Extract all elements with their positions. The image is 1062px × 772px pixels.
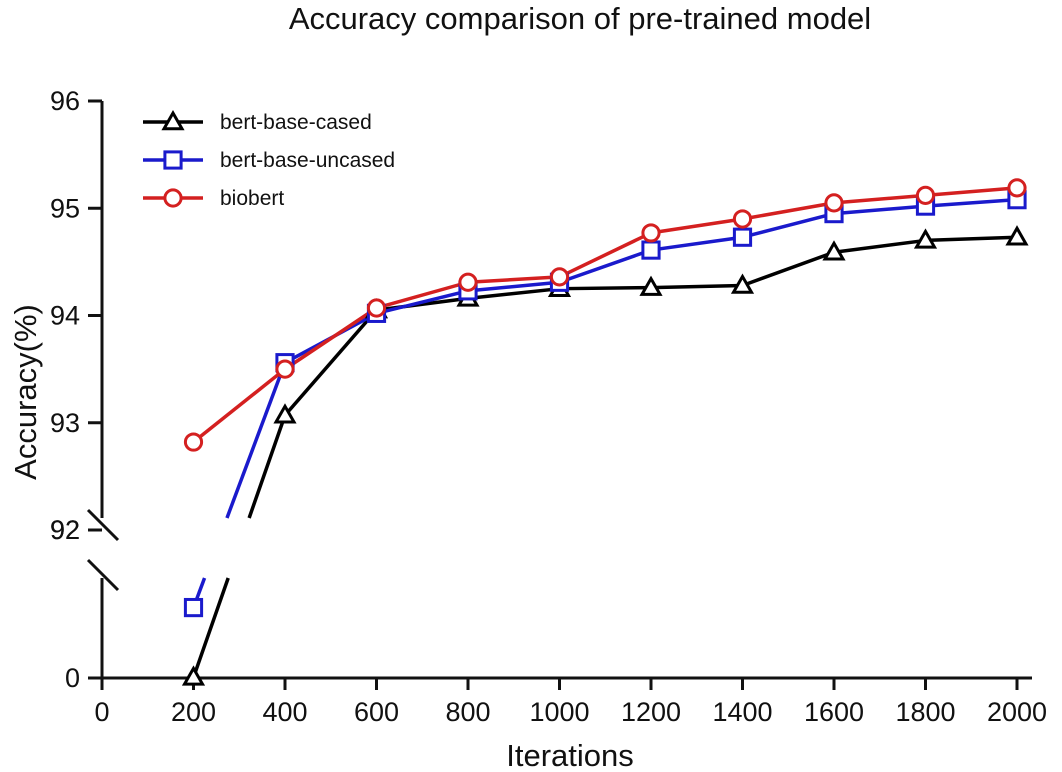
data-point-biobert xyxy=(641,223,661,243)
axis-break-mark xyxy=(86,558,120,592)
data-point-bert-base-uncased xyxy=(641,240,661,260)
series-line-biobert xyxy=(558,231,652,279)
data-point-biobert xyxy=(183,432,204,452)
x-tick-label: 1000 xyxy=(529,697,589,727)
x-tick-label: 400 xyxy=(262,697,307,727)
x-tick-label: 600 xyxy=(354,697,399,727)
data-point-bert-base-cased xyxy=(822,240,846,261)
series-lines xyxy=(191,186,1018,678)
series-line-bert-base-uncased xyxy=(833,204,926,216)
series-line-bert-base-uncased xyxy=(742,211,835,239)
legend-marker-bert-base-cased xyxy=(161,109,185,131)
series-line-biobert xyxy=(376,280,469,310)
y-axis-title: Accuracy(%) xyxy=(8,304,43,480)
data-point-bert-base-cased xyxy=(639,275,663,296)
data-point-bert-base-uncased xyxy=(183,597,204,618)
series-line-bert-base-cased xyxy=(650,283,743,290)
y-tick-label: 94 xyxy=(50,301,80,331)
data-point-biobert xyxy=(366,298,387,318)
x-tick-label: 1200 xyxy=(621,697,681,727)
data-point-biobert xyxy=(824,193,844,213)
series-line-bert-base-uncased xyxy=(376,289,469,316)
legend-label-biobert: biobert xyxy=(220,187,284,210)
legend-marker-biobert xyxy=(163,188,183,208)
x-tick-label: 800 xyxy=(445,697,490,727)
x-tick-label: 2000 xyxy=(987,697,1047,727)
series-line-bert-base-cased xyxy=(191,577,230,678)
series-line-bert-base-uncased xyxy=(925,197,1018,208)
series-line-biobert xyxy=(650,217,743,235)
x-tick-label: 0 xyxy=(94,697,109,727)
series-line-bert-base-cased xyxy=(247,414,287,519)
x-tick-label: 200 xyxy=(171,697,216,727)
series-line-bert-base-cased xyxy=(741,250,835,288)
y-tick-label: 92 xyxy=(50,515,80,545)
legend-marker-bert-base-uncased xyxy=(163,150,183,170)
y-tick-label: 93 xyxy=(50,408,80,438)
series-line-bert-base-uncased xyxy=(650,235,743,252)
series-line-bert-base-cased xyxy=(833,238,926,254)
axis-break-mark xyxy=(86,508,120,542)
series-line-biobert xyxy=(742,201,835,221)
series-line-bert-base-cased xyxy=(467,286,560,301)
data-point-bert-base-cased xyxy=(181,665,206,686)
series-line-biobert xyxy=(284,306,378,371)
y-tick-label: 95 xyxy=(50,193,80,223)
data-point-bert-base-cased xyxy=(273,403,297,424)
series-line-bert-base-cased xyxy=(559,285,652,291)
series-line-biobert xyxy=(192,367,287,444)
x-tick-label: 1400 xyxy=(712,697,772,727)
data-point-biobert xyxy=(458,272,478,292)
data-point-bert-base-cased xyxy=(730,273,755,294)
series-markers xyxy=(181,178,1029,686)
series-line-bert-base-uncased xyxy=(225,362,287,519)
y-tick-label: 96 xyxy=(50,86,80,116)
legend: bert-base-cased bert-base-uncased biobert xyxy=(143,109,395,210)
legend-label-bert-base-uncased: bert-base-uncased xyxy=(220,149,395,172)
series-line-biobert xyxy=(833,193,926,205)
data-point-bert-base-uncased xyxy=(732,227,753,247)
x-tick-label: 1800 xyxy=(895,697,955,727)
data-point-biobert xyxy=(275,359,295,379)
series-line-bert-base-cased xyxy=(283,308,378,417)
y-tick-label: 92 xyxy=(50,515,80,545)
series-line-bert-base-uncased xyxy=(467,280,560,293)
chart-title: Accuracy comparison of pre-trained model xyxy=(289,1,871,36)
data-point-biobert xyxy=(1007,178,1027,198)
axes xyxy=(86,101,1032,680)
x-axis-title: Iterations xyxy=(506,738,634,772)
data-point-biobert xyxy=(915,185,936,205)
series-line-biobert xyxy=(467,275,560,284)
data-point-bert-base-cased xyxy=(1005,225,1029,246)
y-tick-label: 0 xyxy=(65,663,80,693)
series-line-biobert xyxy=(925,186,1018,198)
data-point-biobert xyxy=(549,267,570,287)
series-line-bert-base-uncased xyxy=(558,248,652,284)
legend-label-bert-base-cased: bert-base-cased xyxy=(220,111,372,134)
x-tick-label: 1600 xyxy=(804,697,864,727)
data-point-biobert xyxy=(732,209,753,229)
series-line-bert-base-cased xyxy=(925,235,1018,243)
data-point-bert-base-cased xyxy=(913,228,938,249)
